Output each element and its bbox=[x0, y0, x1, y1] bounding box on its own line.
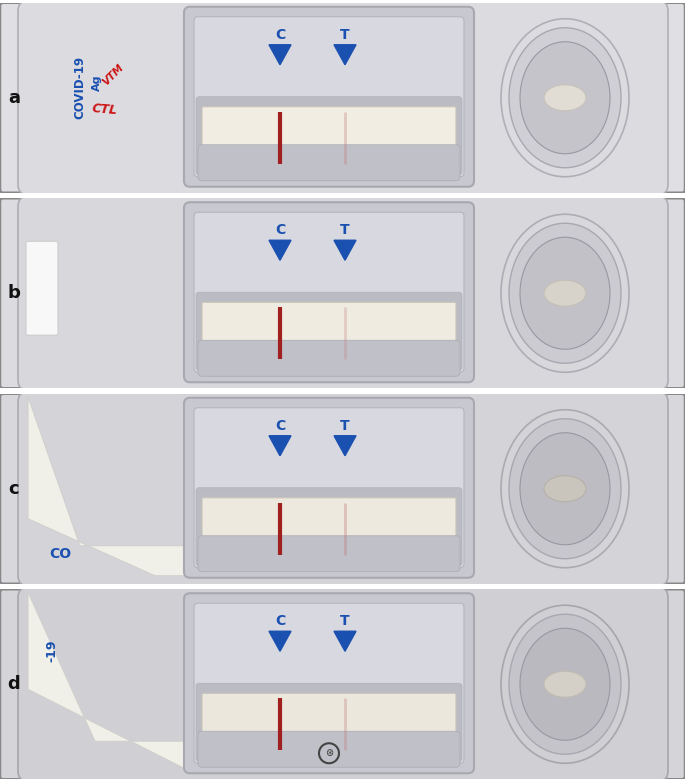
FancyBboxPatch shape bbox=[196, 488, 462, 565]
Ellipse shape bbox=[501, 605, 629, 763]
Ellipse shape bbox=[509, 223, 621, 364]
FancyBboxPatch shape bbox=[18, 392, 668, 586]
FancyBboxPatch shape bbox=[198, 731, 460, 767]
Text: COVID-19: COVID-19 bbox=[73, 56, 86, 120]
Polygon shape bbox=[28, 396, 220, 576]
FancyBboxPatch shape bbox=[184, 7, 474, 187]
Text: VTM: VTM bbox=[101, 63, 125, 88]
Text: d: d bbox=[8, 675, 21, 694]
FancyBboxPatch shape bbox=[0, 3, 685, 192]
FancyBboxPatch shape bbox=[198, 340, 460, 376]
FancyBboxPatch shape bbox=[18, 196, 668, 390]
FancyBboxPatch shape bbox=[194, 16, 464, 177]
Ellipse shape bbox=[520, 237, 610, 350]
FancyBboxPatch shape bbox=[0, 394, 685, 583]
Ellipse shape bbox=[501, 214, 629, 372]
Polygon shape bbox=[269, 240, 291, 260]
Text: T: T bbox=[340, 223, 350, 237]
Text: T: T bbox=[340, 614, 350, 628]
Text: C: C bbox=[275, 614, 285, 628]
Polygon shape bbox=[269, 436, 291, 456]
Text: T: T bbox=[340, 418, 350, 432]
FancyBboxPatch shape bbox=[198, 536, 460, 572]
Polygon shape bbox=[269, 631, 291, 651]
FancyBboxPatch shape bbox=[196, 97, 462, 174]
Polygon shape bbox=[334, 436, 356, 456]
Polygon shape bbox=[334, 45, 356, 65]
Text: C: C bbox=[275, 223, 285, 237]
FancyBboxPatch shape bbox=[198, 145, 460, 181]
Text: C: C bbox=[275, 27, 285, 41]
Ellipse shape bbox=[501, 19, 629, 177]
Ellipse shape bbox=[509, 614, 621, 755]
Text: a: a bbox=[8, 88, 20, 107]
Ellipse shape bbox=[520, 628, 610, 741]
FancyBboxPatch shape bbox=[184, 594, 474, 773]
FancyBboxPatch shape bbox=[18, 1, 668, 195]
FancyBboxPatch shape bbox=[194, 603, 464, 763]
FancyBboxPatch shape bbox=[18, 587, 668, 781]
Ellipse shape bbox=[509, 27, 621, 168]
Ellipse shape bbox=[520, 432, 610, 545]
Text: c: c bbox=[9, 479, 19, 498]
FancyBboxPatch shape bbox=[0, 590, 685, 779]
FancyBboxPatch shape bbox=[184, 203, 474, 382]
FancyBboxPatch shape bbox=[196, 292, 462, 370]
Ellipse shape bbox=[544, 84, 586, 111]
FancyBboxPatch shape bbox=[202, 694, 456, 755]
FancyBboxPatch shape bbox=[0, 199, 685, 388]
Text: C: C bbox=[275, 418, 285, 432]
FancyBboxPatch shape bbox=[202, 107, 456, 169]
Ellipse shape bbox=[544, 671, 586, 698]
FancyBboxPatch shape bbox=[196, 683, 462, 761]
Text: CTL: CTL bbox=[92, 102, 119, 117]
Text: CO: CO bbox=[49, 547, 71, 561]
FancyBboxPatch shape bbox=[26, 242, 58, 335]
FancyBboxPatch shape bbox=[202, 303, 456, 364]
Polygon shape bbox=[334, 631, 356, 651]
Ellipse shape bbox=[501, 410, 629, 568]
Text: T: T bbox=[340, 27, 350, 41]
Polygon shape bbox=[28, 592, 255, 771]
Ellipse shape bbox=[544, 280, 586, 307]
Ellipse shape bbox=[520, 41, 610, 154]
Text: Ag: Ag bbox=[92, 74, 102, 91]
FancyBboxPatch shape bbox=[194, 212, 464, 372]
Ellipse shape bbox=[509, 418, 621, 559]
Text: ⊛: ⊛ bbox=[325, 748, 333, 759]
Text: -19: -19 bbox=[45, 640, 58, 662]
Polygon shape bbox=[269, 45, 291, 65]
Polygon shape bbox=[334, 240, 356, 260]
FancyBboxPatch shape bbox=[194, 407, 464, 568]
FancyBboxPatch shape bbox=[202, 498, 456, 560]
Text: b: b bbox=[8, 284, 21, 303]
Ellipse shape bbox=[544, 475, 586, 502]
FancyBboxPatch shape bbox=[184, 398, 474, 578]
